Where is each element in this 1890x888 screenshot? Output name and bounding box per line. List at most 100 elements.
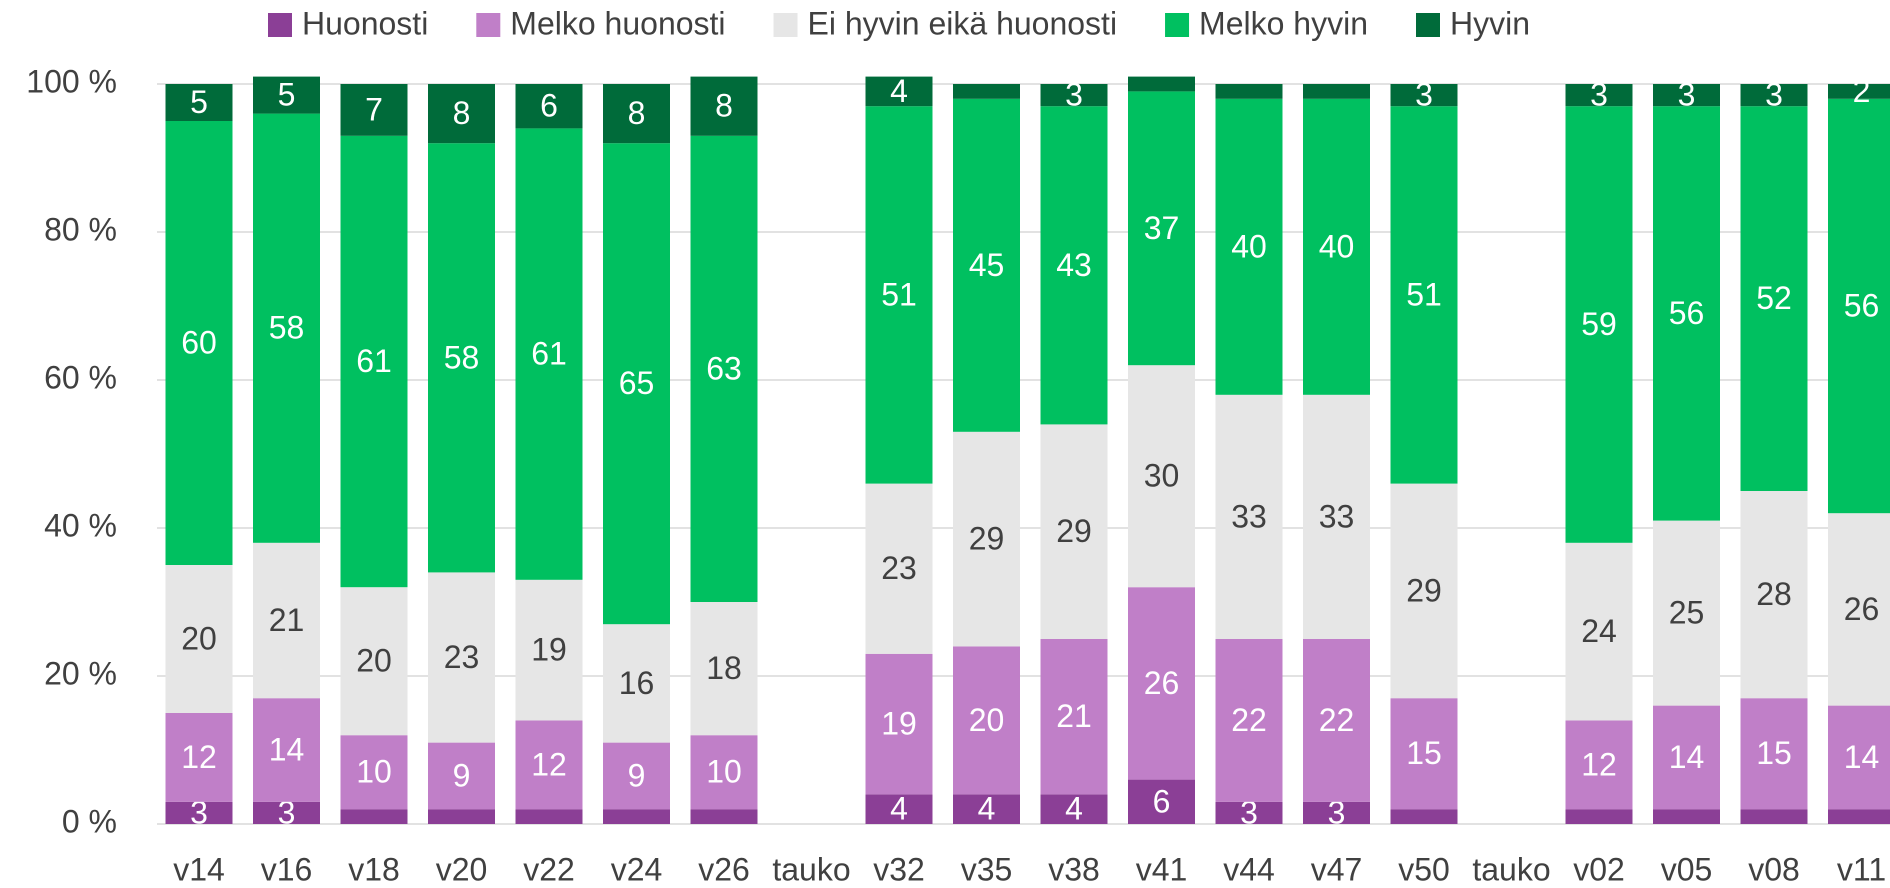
bar-segment — [1653, 705, 1720, 810]
data-label: 29 — [1056, 513, 1092, 549]
data-label: 12 — [181, 739, 217, 775]
bar-segment — [428, 84, 495, 144]
bar-segment — [1565, 106, 1633, 543]
x-tick-label: v32 — [873, 851, 925, 887]
bar-segment — [1740, 491, 1808, 699]
data-label: 61 — [356, 343, 392, 379]
data-label: 6 — [1153, 783, 1171, 819]
data-label: 60 — [181, 324, 217, 360]
bar-segment — [1390, 698, 1458, 810]
bar-segment — [340, 587, 408, 736]
bar-segment — [1565, 542, 1633, 721]
bar-segment — [1740, 809, 1808, 824]
y-tick-label: 60 % — [44, 359, 117, 395]
data-label: 3 — [1415, 77, 1433, 113]
data-label: 43 — [1056, 247, 1092, 283]
bar-segment — [1653, 520, 1720, 706]
legend-swatch — [268, 13, 292, 37]
bar-segment — [1040, 106, 1108, 425]
x-tick-label: v26 — [698, 851, 750, 887]
data-label: 12 — [531, 746, 567, 782]
bar-segment — [603, 84, 670, 144]
bar-segment — [1828, 809, 1890, 824]
data-label: 15 — [1756, 735, 1792, 771]
data-label: 40 — [1319, 228, 1355, 264]
bar-segment — [165, 84, 233, 121]
x-tick-label: v41 — [1136, 851, 1188, 887]
data-label: 8 — [453, 95, 471, 131]
bar-segment — [865, 76, 933, 107]
x-tick-label: v14 — [173, 851, 225, 887]
data-label: 10 — [706, 754, 742, 790]
bar-segment — [1040, 84, 1108, 107]
bar-segment — [690, 76, 758, 136]
bar-segment — [253, 113, 320, 543]
bar-segment — [1215, 394, 1283, 639]
data-label: 29 — [969, 521, 1005, 557]
bar-segment — [165, 713, 233, 802]
data-label: 19 — [531, 632, 567, 668]
bar-segment — [1303, 98, 1370, 395]
bar-segment — [1303, 801, 1370, 824]
data-label: 56 — [1844, 287, 1880, 323]
bar-segment — [953, 98, 1020, 432]
data-label: 14 — [1844, 739, 1880, 775]
legend-swatch — [773, 13, 798, 37]
x-tick-label: v50 — [1398, 851, 1450, 887]
data-label: 30 — [1144, 458, 1180, 494]
bar-segment — [1565, 720, 1633, 810]
data-label: 3 — [1590, 77, 1608, 113]
y-tick-label: 80 % — [44, 211, 117, 247]
x-tick-label: v20 — [436, 851, 488, 887]
bar-segment — [1390, 483, 1458, 699]
bar-segment — [340, 735, 408, 810]
data-label: 63 — [706, 350, 742, 386]
bar-segment — [1128, 91, 1195, 366]
bar-segment — [1653, 106, 1720, 521]
data-label: 33 — [1231, 498, 1267, 534]
legend-label: Huonosti — [302, 5, 428, 41]
bar-segment — [515, 720, 583, 810]
data-label: 4 — [978, 791, 996, 827]
x-tick-label: v18 — [348, 851, 400, 887]
data-label: 25 — [1669, 595, 1705, 631]
x-tick-label: v08 — [1748, 851, 1800, 887]
legend-label: Melko huonosti — [510, 5, 725, 41]
bar-segment — [428, 809, 495, 824]
bar-segment — [253, 76, 320, 114]
bar-segment — [1040, 639, 1108, 795]
data-label: 51 — [1406, 276, 1442, 312]
bar-segment — [1128, 779, 1195, 824]
data-label: 20 — [181, 620, 217, 656]
bar-segment — [340, 809, 408, 824]
data-label: 28 — [1756, 576, 1792, 612]
bar-segment — [1390, 84, 1458, 107]
legend-label: Melko hyvin — [1199, 5, 1368, 41]
bar-segment — [1040, 424, 1108, 639]
bar-segment — [953, 84, 1020, 99]
bar-segment — [865, 794, 933, 824]
x-tick-label: v22 — [523, 851, 575, 887]
bar-segment — [1128, 76, 1195, 92]
x-tick-label: v47 — [1311, 851, 1363, 887]
bar-segment — [603, 624, 670, 743]
data-label: 21 — [1056, 698, 1092, 734]
data-label: 26 — [1844, 591, 1880, 627]
bar-segment — [515, 84, 583, 129]
data-label: 58 — [269, 310, 305, 346]
data-label: 3 — [278, 794, 296, 830]
bar-segment — [603, 143, 670, 625]
bar-segment — [1565, 809, 1633, 824]
data-label: 3 — [190, 794, 208, 830]
bar-segment — [515, 128, 583, 580]
bar-segment — [515, 579, 583, 721]
bar-segment — [1828, 98, 1890, 514]
data-label: 22 — [1231, 702, 1267, 738]
bar-segment — [1653, 809, 1720, 824]
data-label: 3 — [1240, 794, 1258, 830]
data-label: 21 — [269, 602, 305, 638]
x-tick-label: v16 — [261, 851, 313, 887]
data-label: 22 — [1319, 702, 1355, 738]
data-label: 5 — [190, 84, 208, 120]
